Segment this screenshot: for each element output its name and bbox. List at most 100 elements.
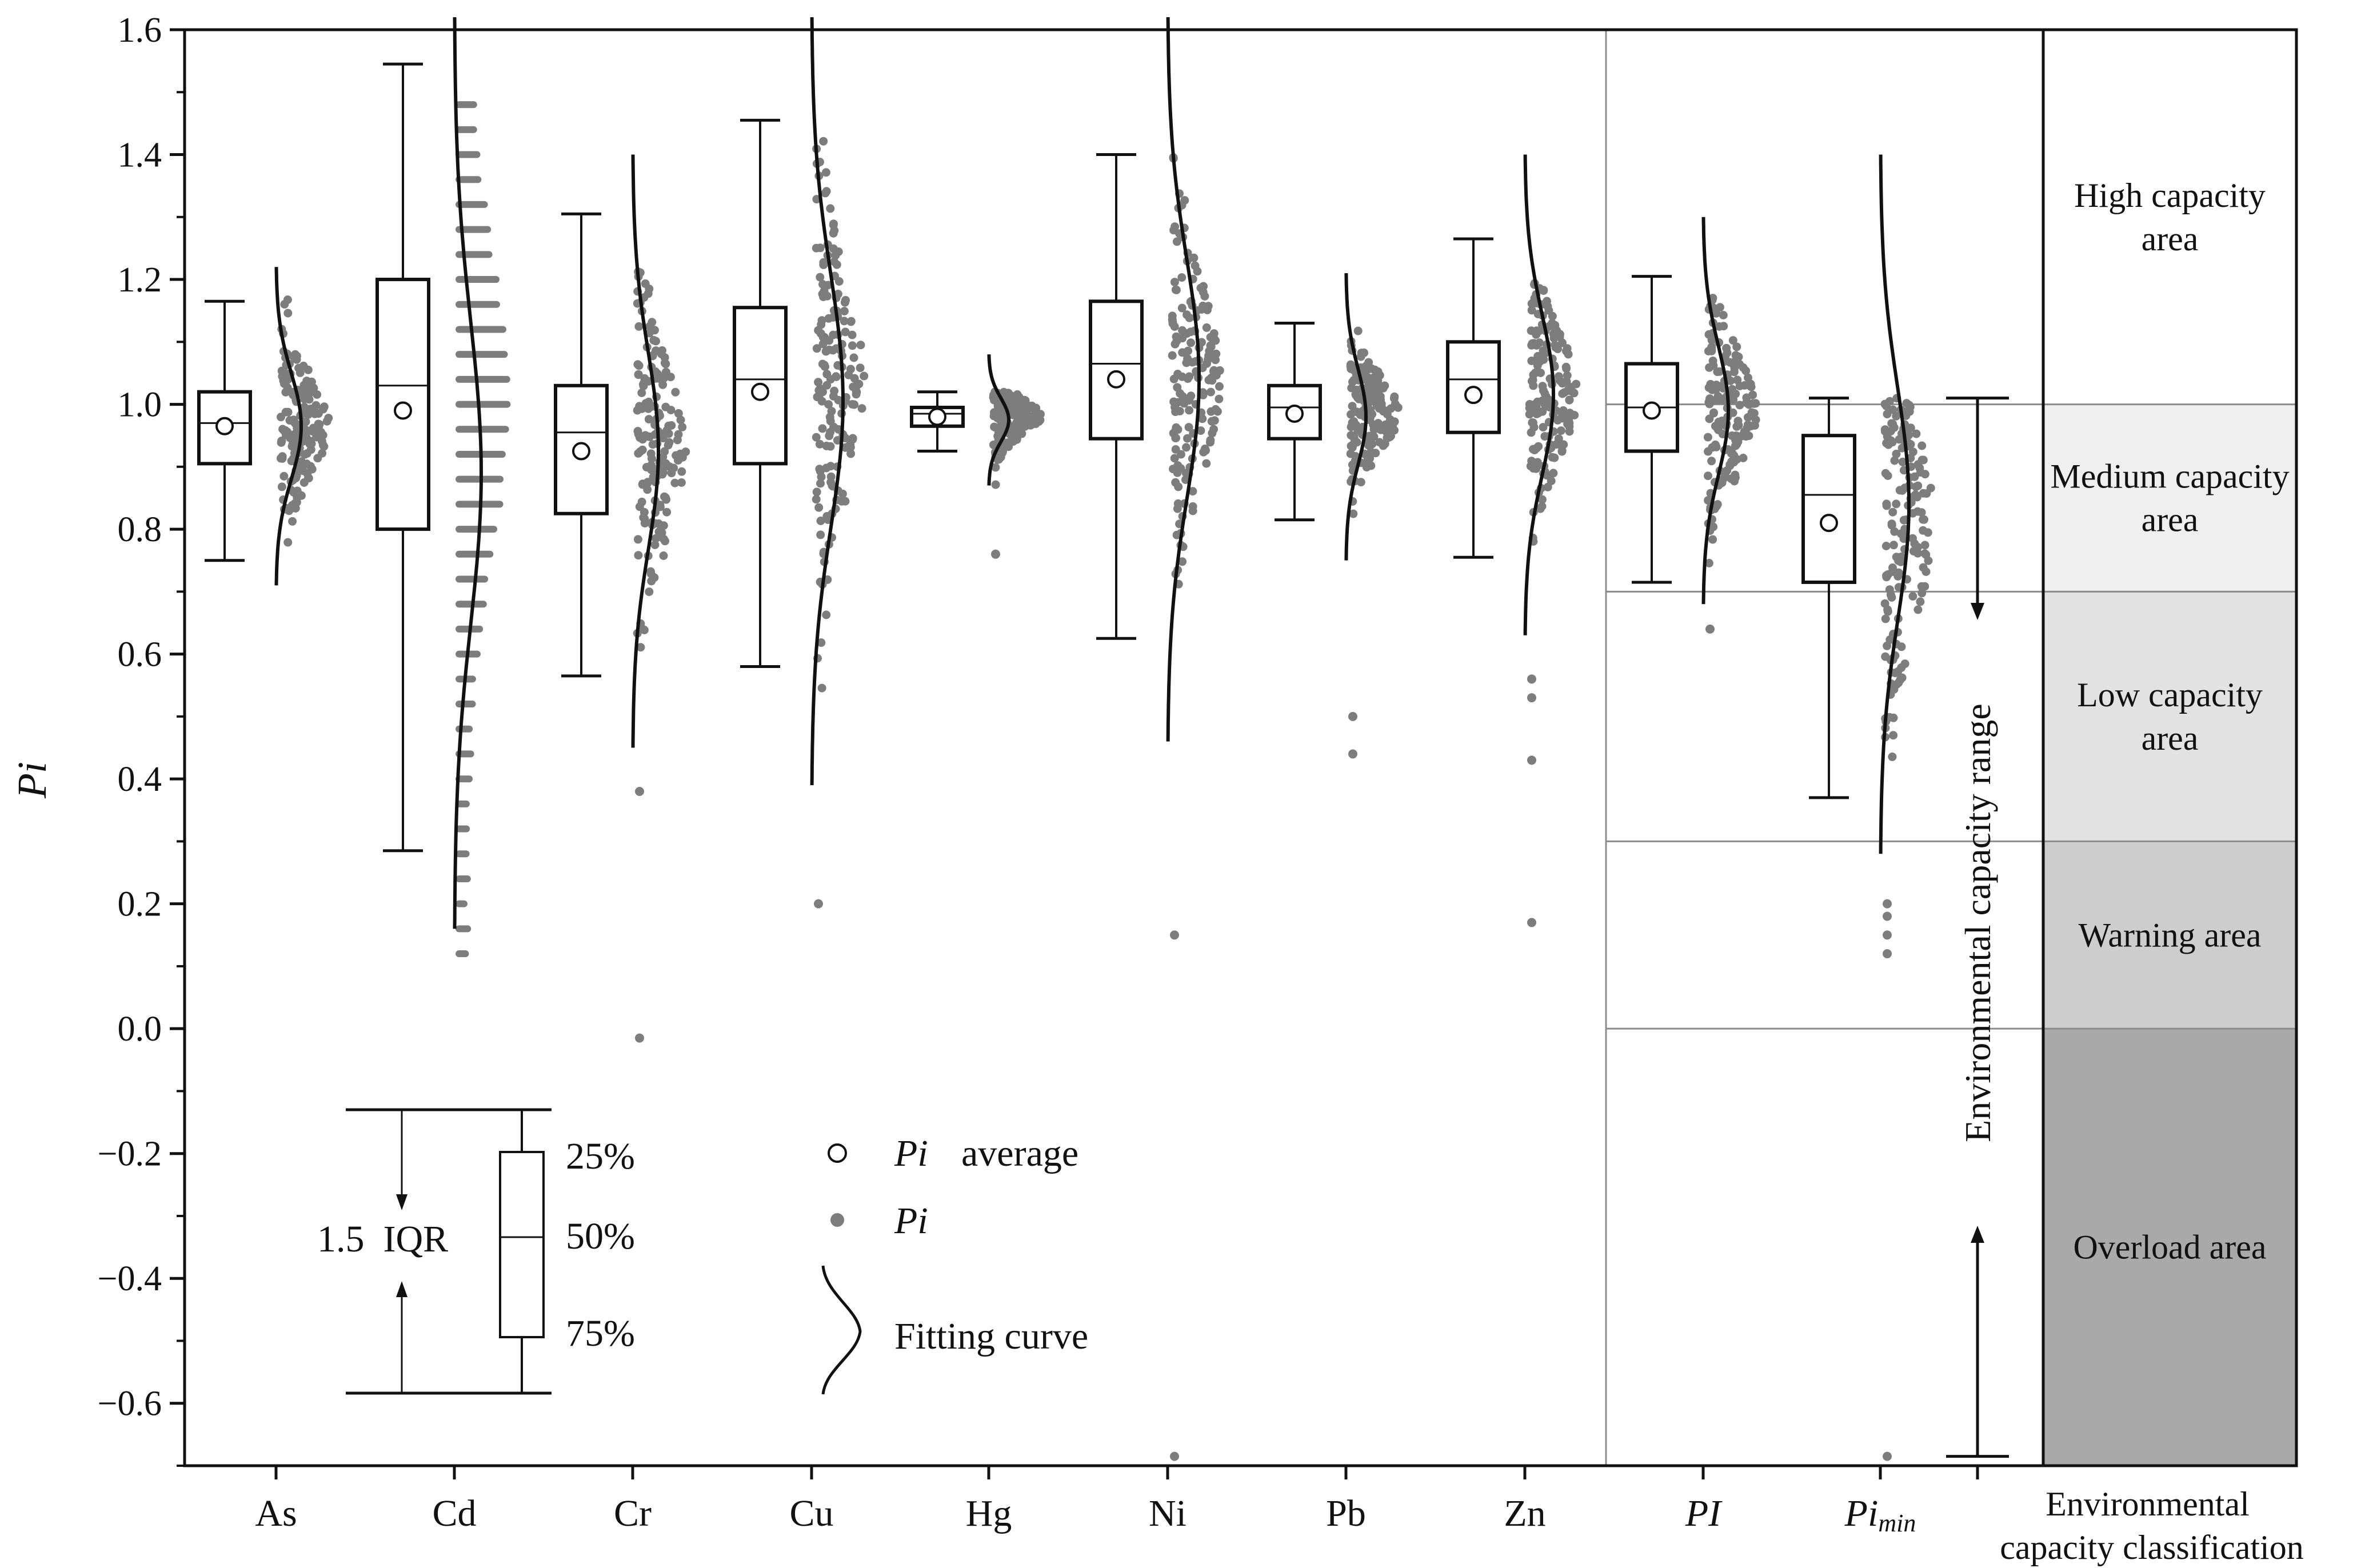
legend-average-marker [828, 1143, 847, 1163]
point-Ni-127 [1170, 222, 1180, 231]
point-Pimin-134 [1896, 675, 1905, 685]
point-Ni-109 [1206, 435, 1215, 445]
point-Pimin-166 [1895, 486, 1904, 495]
point-Zn-103 [1563, 344, 1572, 353]
point-PI-151 [1727, 474, 1736, 483]
point-Zn-120 [1560, 410, 1569, 419]
box-plots [197, 62, 1856, 853]
point-Cu-140 [830, 386, 839, 395]
point-PI-118 [1748, 399, 1757, 408]
point-Pb-155 [1353, 393, 1362, 402]
point-Pimin-120 [1881, 542, 1891, 550]
zone-band-0 [2043, 30, 2296, 405]
point-Cr-27 [644, 415, 653, 424]
outlier-Ni-1 [1170, 1451, 1179, 1461]
y-tick-label-2: 1.2 [118, 261, 162, 299]
point-Cu-62 [814, 378, 823, 387]
fitting-curve-Zn [1523, 154, 1556, 635]
point-Zn-79 [1527, 306, 1536, 315]
outlier-Pimin-4 [1883, 1451, 1892, 1461]
point-PI-58 [1704, 496, 1713, 505]
point-Pimin-143 [1900, 659, 1909, 669]
point-Ni-112 [1196, 283, 1205, 293]
point-Cr-165 [634, 370, 643, 379]
capacity-range-indicator: Environmental capacity range [1946, 397, 2009, 1458]
point-PI-168 [1749, 409, 1759, 418]
point-Zn-137 [1549, 469, 1558, 478]
point-Zn-169 [1552, 440, 1561, 449]
point-Cu-148 [857, 404, 866, 413]
point-As-159 [280, 300, 289, 309]
point-As-117 [283, 309, 293, 318]
point-Ni-160 [1171, 426, 1180, 435]
point-Cu-162 [818, 424, 827, 433]
point-Cu-161 [816, 479, 825, 488]
point-Cu-133 [826, 472, 836, 481]
point-Zn-71 [1565, 427, 1574, 436]
classification-label-line-1: Environmental [2046, 1485, 2250, 1523]
point-Cu-156 [818, 333, 828, 342]
point-Ni-15 [1170, 278, 1179, 287]
point-Cu-78 [841, 295, 850, 305]
x-tick-label-base-Pimin: Pi [1844, 1493, 1879, 1534]
point-Pb-143 [1379, 383, 1388, 393]
y-axis: 1.6 1.4 1.2 1.0 0.8 0.6 0.4 0.2 0.0 −0.2 −0.4 −0.6 [98, 11, 185, 1467]
legend-iqr-arrowhead-down [396, 1194, 408, 1210]
point-As-162 [277, 413, 285, 422]
point-Ni-110 [1215, 394, 1224, 403]
point-Cu-64 [833, 290, 842, 298]
point-Cu-107 [848, 400, 857, 409]
point-Pimin-109 [1889, 541, 1898, 550]
point-Pb-161 [1390, 426, 1399, 435]
point-PI-53 [1707, 457, 1716, 466]
point-As-146 [319, 402, 329, 411]
classification-label: Environmental capacity classification [2000, 1485, 2303, 1566]
outlier-Cr-1 [635, 1033, 644, 1043]
y-tick-label-4: 0.8 [118, 510, 162, 549]
outlier-Cu-0 [814, 899, 823, 909]
box-Cd [375, 62, 430, 853]
point-Ni-41 [1174, 482, 1183, 491]
point-Ni-19 [1168, 351, 1177, 360]
point-Cu-43 [812, 495, 821, 504]
point-Cr-167 [636, 643, 645, 652]
point-Zn-157 [1559, 440, 1568, 449]
point-Pimin-113 [1924, 556, 1933, 565]
classification-label-line-2: capacity classification [2000, 1529, 2303, 1566]
point-Pimin-161 [1905, 402, 1915, 411]
outlier-Pimin-2 [1883, 930, 1892, 940]
point-Zn-145 [1563, 419, 1572, 429]
point-Cr-41 [634, 322, 644, 331]
point-Hg-157 [1022, 407, 1031, 416]
point-Pimin-73 [1881, 614, 1890, 623]
y-tick-label-11: −0.6 [98, 1385, 162, 1423]
point-Cr-131 [640, 626, 649, 634]
point-Pimin-137 [1909, 492, 1917, 501]
point-Cr-129 [662, 426, 672, 435]
box-Ni [1089, 153, 1144, 640]
point-Cu-53 [826, 204, 835, 213]
point-Zn-104 [1533, 458, 1542, 467]
point-Pimin-153 [1913, 543, 1923, 551]
outlier-Hg-0 [991, 549, 1000, 559]
point-Hg-149 [1036, 410, 1045, 419]
point-Zn-125 [1539, 286, 1548, 295]
outlier-Pimin-3 [1883, 949, 1892, 959]
point-Hg-156 [1013, 395, 1022, 404]
point-Cu-114 [852, 390, 861, 399]
point-As-164 [289, 488, 298, 497]
point-Pimin-148 [1888, 507, 1897, 517]
point-Cr-18 [661, 402, 670, 411]
point-Cr-98 [642, 463, 651, 472]
point-As-157 [281, 426, 290, 435]
point-Ni-69 [1209, 425, 1219, 434]
point-Zn-148 [1537, 495, 1547, 504]
point-PI-120 [1733, 437, 1743, 446]
point-Zn-150 [1560, 388, 1569, 397]
point-As-163 [279, 471, 289, 481]
point-Ni-142 [1169, 397, 1178, 406]
zone-label-0: High capacity area [2074, 177, 2266, 258]
point-PI-84 [1704, 447, 1713, 456]
point-Cu-115 [822, 381, 832, 390]
point-PI-142 [1720, 470, 1729, 478]
